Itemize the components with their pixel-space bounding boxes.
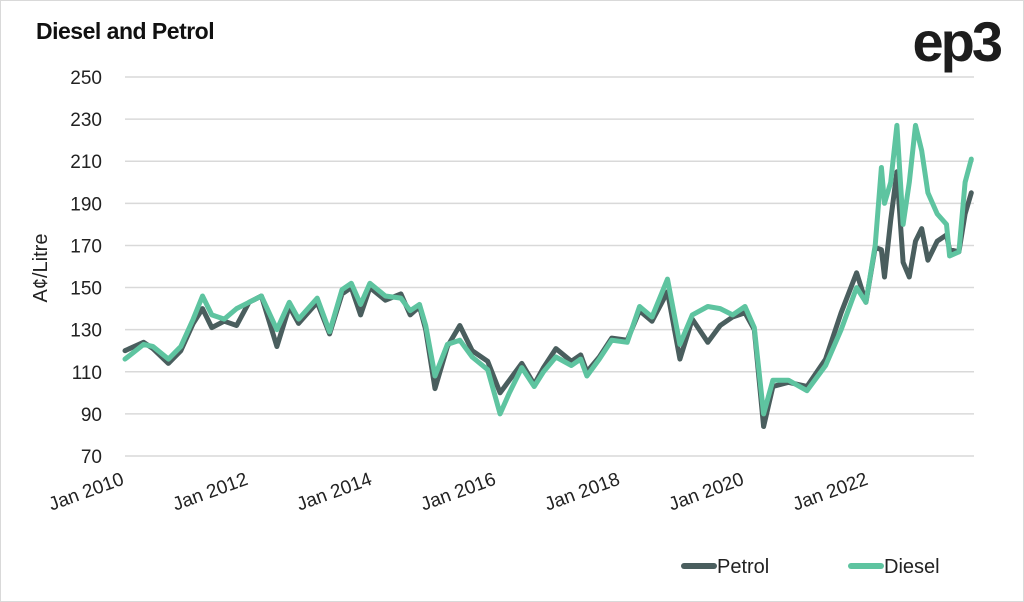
x-tick-labels: Jan 2010 Jan 2012 Jan 2014 Jan 2016 Jan 2018… xyxy=(46,469,871,516)
legend-label-diesel: Diesel xyxy=(884,556,940,578)
x-tick-label: Jan 2022 xyxy=(790,469,871,515)
gridlines xyxy=(125,76,974,457)
y-tick-label: 170 xyxy=(70,236,102,257)
y-tick-label: 110 xyxy=(72,363,102,384)
y-axis-label: A¢/Litre xyxy=(30,234,52,303)
y-tick-label: 130 xyxy=(70,321,102,342)
y-tick-label: 250 xyxy=(70,68,102,89)
x-tick-label: Jan 2014 xyxy=(294,469,375,516)
y-tick-label: 210 xyxy=(70,152,102,173)
y-tick-label: 70 xyxy=(81,447,102,468)
x-tick-label: Jan 2016 xyxy=(418,469,499,515)
x-tick-label: Jan 2018 xyxy=(542,469,623,515)
y-tick-label: 150 xyxy=(70,279,102,300)
legend-label-petrol: Petrol xyxy=(717,556,769,578)
legend: Petrol Diesel xyxy=(681,556,940,578)
x-tick-label: Jan 2010 xyxy=(46,469,127,515)
series-lines xyxy=(122,122,974,429)
y-tick-label: 190 xyxy=(70,194,102,215)
y-tick-label: 230 xyxy=(70,110,102,131)
x-tick-label: Jan 2012 xyxy=(170,469,251,515)
series-line-diesel xyxy=(122,122,974,417)
y-tick-label: 90 xyxy=(81,405,102,426)
y-tick-labels: 70 90 110 130 150 170 190 210 230 250 xyxy=(70,68,102,468)
ep3-logo: ep3 xyxy=(912,10,1003,73)
chart-title: Diesel and Petrol xyxy=(36,18,215,44)
series-line-petrol xyxy=(122,169,974,429)
x-tick-label: Jan 2020 xyxy=(666,469,747,515)
